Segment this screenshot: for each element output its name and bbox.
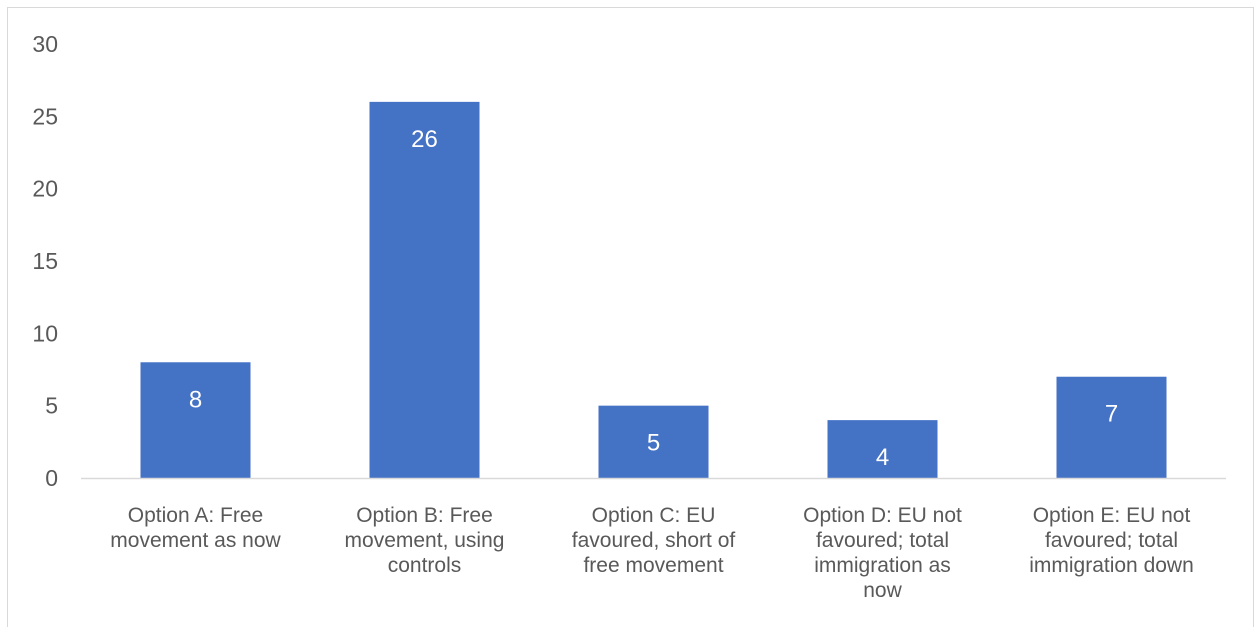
bar (140, 362, 251, 478)
x-category-label: Option A: Free movement as now (110, 504, 281, 552)
bar (598, 405, 709, 478)
y-tick-label: 30 (32, 31, 58, 57)
y-tick-label: 10 (32, 320, 58, 346)
x-category-label-line: favoured; total (1045, 529, 1178, 552)
data-label: 26 (411, 126, 438, 153)
x-category-label-line: Option D: EU not (803, 504, 962, 527)
x-category-label-line: immigration as (814, 554, 951, 577)
bar (1056, 376, 1167, 478)
data-label: 4 (876, 444, 889, 471)
y-tick-label: 25 (32, 103, 58, 129)
chart-frame (7, 7, 1254, 627)
x-category-label-line: movement, using (345, 529, 505, 552)
y-tick-label: 5 (45, 393, 58, 419)
y-tick-label: 20 (32, 176, 58, 202)
y-axis: 0 5 10 15 20 25 30 (32, 31, 58, 491)
bar (827, 420, 938, 478)
data-label: 5 (647, 430, 660, 457)
x-category-label-line: favoured, short of (572, 529, 736, 552)
x-category-label-line: controls (388, 554, 462, 577)
y-tick-label: 15 (32, 248, 58, 274)
bar (369, 101, 480, 478)
x-category-label-line: Option C: EU (592, 504, 716, 527)
bars: 8 26 5 4 7 (140, 101, 1167, 478)
data-label: 8 (189, 386, 202, 413)
x-category-label-line: now (863, 579, 902, 602)
y-tick-label: 0 (45, 465, 58, 491)
x-category-label: Option B: Free movement, using controls (345, 504, 505, 577)
x-category-label: Option D: EU not favoured; total immigrati… (803, 504, 962, 602)
x-category-label: Option C: EU favoured, short of free movem… (572, 504, 736, 577)
x-axis: Option A: Free movement as now Option B: F… (81, 477, 1226, 602)
x-category-label-line: immigration down (1029, 554, 1194, 577)
x-category-label-line: Option A: Free (128, 504, 263, 527)
x-category-label: Option E: EU not favoured; total immigrati… (1029, 504, 1194, 577)
x-category-label-line: free movement (583, 554, 723, 577)
data-label: 7 (1105, 401, 1118, 428)
x-category-label-line: movement as now (110, 529, 281, 552)
x-category-label-line: Option E: EU not (1033, 504, 1191, 527)
x-category-label-line: Option B: Free (356, 504, 493, 527)
x-category-label-line: favoured; total (816, 529, 949, 552)
